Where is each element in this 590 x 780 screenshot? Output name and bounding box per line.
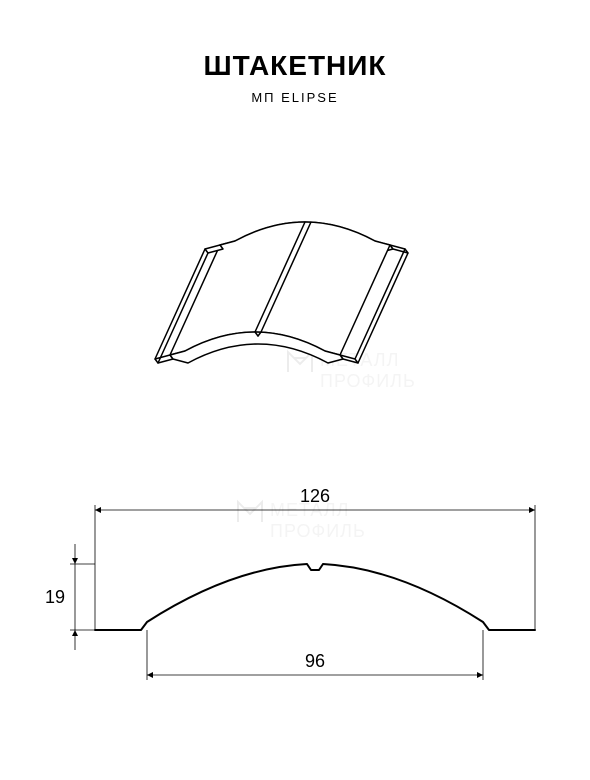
section-diagram: 126 96 19 [45,480,545,700]
isometric-diagram [125,205,465,385]
dimension-label: 19 [45,587,65,608]
product-subtitle: МП ELIPSE [0,90,590,105]
product-title: ШТАКЕТНИК [0,50,590,82]
dimension-label: 126 [300,486,330,507]
dimension-label: 96 [305,651,325,672]
